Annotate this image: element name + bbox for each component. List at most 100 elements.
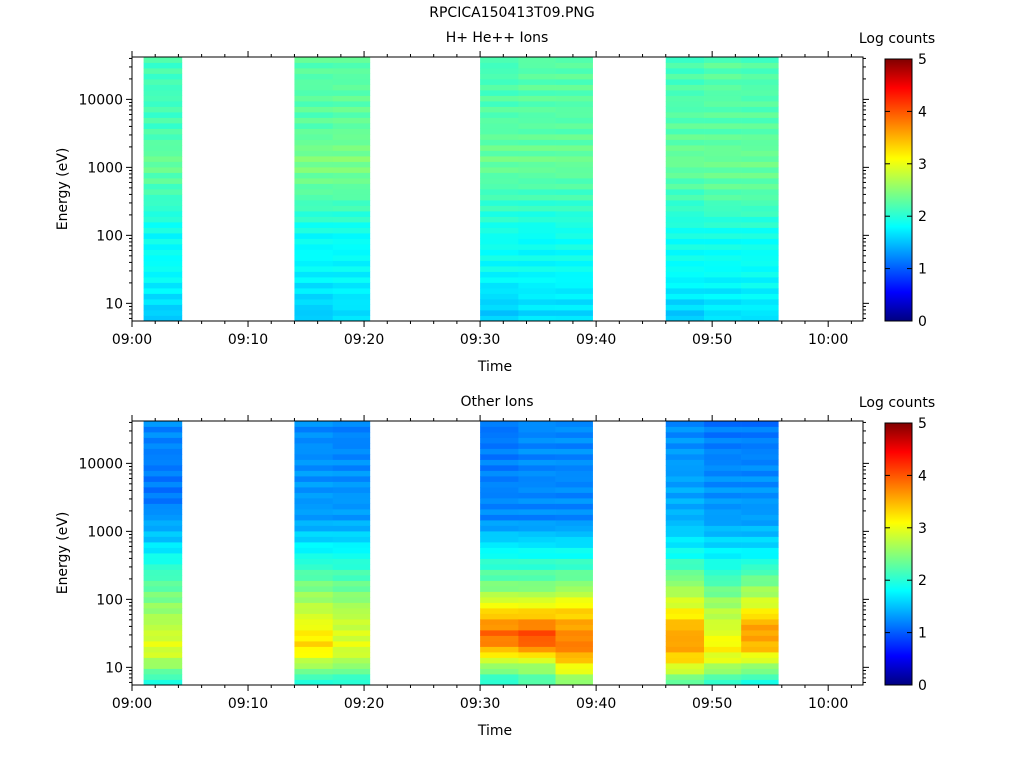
spectrogram-cell (741, 266, 779, 272)
spectrogram-cell (143, 68, 183, 74)
spectrogram-cell (555, 238, 593, 245)
spectrogram-cell (143, 668, 183, 675)
spectrogram-cell (518, 470, 556, 477)
spectrogram-cell (665, 233, 705, 239)
spectrogram-cell (665, 189, 705, 195)
spectrogram-cell (143, 106, 183, 113)
spectrogram-cell (704, 299, 742, 305)
spectrogram-cell (294, 310, 334, 316)
spectrogram-cell (518, 101, 556, 107)
spectrogram-cell (518, 145, 556, 151)
spectrogram-cell (741, 542, 779, 548)
spectrogram-cell (294, 134, 334, 140)
spectrogram-cell (294, 525, 334, 532)
spectrogram-cell (741, 244, 779, 250)
spectrogram-cell (332, 492, 371, 499)
spectrogram-cell (294, 520, 334, 526)
spectrogram-cell (704, 492, 742, 499)
spectrogram-cell (143, 679, 183, 686)
spectrogram-cell (294, 211, 334, 217)
spectrogram-cell (143, 536, 183, 543)
spectrogram-cell (294, 564, 334, 570)
spectrogram-cell (294, 293, 334, 300)
spectrogram-cell (518, 674, 556, 680)
spectrogram-cell (665, 62, 705, 69)
spectrogram-cell (741, 304, 779, 311)
spectrogram-cell (665, 156, 705, 162)
spectrogram-cell (741, 679, 779, 686)
spectrogram-cell (741, 525, 779, 532)
spectrogram-cell (741, 663, 779, 669)
spectrogram-cell (294, 481, 334, 488)
spectrogram-cell (332, 57, 371, 63)
spectrogram-cell (741, 668, 779, 675)
spectrogram-cell (704, 123, 742, 129)
spectrogram-cell (143, 487, 183, 493)
colorbar-tick-label: 0 (918, 678, 927, 694)
spectrogram-cell (518, 244, 556, 250)
spectrogram-cell (704, 575, 742, 581)
spectrogram-cell (555, 156, 593, 162)
spectrogram-cell (555, 117, 593, 124)
spectrogram-cell (665, 679, 705, 686)
spectrogram-cell (555, 657, 593, 664)
spectrogram-cell (665, 90, 705, 96)
spectrogram-cell (518, 95, 556, 102)
spectrogram-cell (741, 421, 779, 427)
spectrogram-cell (294, 62, 334, 69)
spectrogram-cell (332, 90, 371, 96)
spectrogram-cell (143, 443, 183, 449)
spectrogram-cell (480, 481, 519, 488)
spectrogram-cell (741, 150, 779, 157)
spectrogram-cell (518, 200, 556, 206)
spectrogram-cell (665, 470, 705, 477)
spectrogram-cell (143, 205, 183, 212)
x-tick-label: 10:00 (808, 696, 848, 712)
spectrogram-cell (332, 602, 371, 609)
spectrogram-cell (480, 503, 519, 510)
spectrogram-cell (704, 514, 742, 521)
spectrogram-cell (332, 569, 371, 576)
spectrogram-cell (518, 288, 556, 294)
spectrogram-cell (704, 569, 742, 576)
spectrogram-cell (332, 432, 371, 438)
spectrogram-cell (332, 244, 371, 250)
spectrogram-cell (704, 624, 742, 631)
spectrogram-cell (294, 139, 334, 146)
spectrogram-cell (555, 266, 593, 272)
spectrogram-cell (294, 553, 334, 559)
spectrogram-cell (143, 514, 183, 521)
spectrogram-cell (294, 663, 334, 669)
spectrogram-cell (741, 68, 779, 74)
spectrogram-cell (665, 299, 705, 305)
spectrogram-cell (518, 679, 556, 686)
spectrogram-cell (294, 156, 334, 162)
spectrogram-cell (480, 470, 519, 477)
spectrogram-cell (294, 597, 334, 603)
spectrogram-cell (294, 646, 334, 653)
spectrogram-cell (294, 189, 334, 195)
spectrogram-cell (704, 591, 742, 598)
y-tick-label: 10 (105, 296, 123, 312)
spectrogram-cell (704, 454, 742, 460)
spectrogram-cell (332, 189, 371, 195)
spectrogram-cell (480, 244, 519, 250)
spectrogram-cell (143, 624, 183, 631)
spectrogram-cell (665, 602, 705, 609)
spectrogram-cell (665, 586, 705, 592)
spectrogram-cell (704, 288, 742, 294)
spectrogram-cell (555, 293, 593, 300)
spectrogram-cell (332, 619, 371, 625)
spectrogram-cell (294, 652, 334, 658)
spectrogram-cell (518, 487, 556, 493)
spectrogram-cell (518, 608, 556, 614)
spectrogram-cell (332, 200, 371, 206)
spectrogram-cell (294, 547, 334, 554)
spectrogram-cell (518, 426, 556, 433)
spectrogram-cell (294, 200, 334, 206)
spectrogram-cells (143, 57, 779, 322)
spectrogram-cell (665, 575, 705, 581)
spectrogram-cell (480, 128, 519, 135)
spectrogram-cell (555, 520, 593, 526)
spectrogram-cell (741, 476, 779, 482)
